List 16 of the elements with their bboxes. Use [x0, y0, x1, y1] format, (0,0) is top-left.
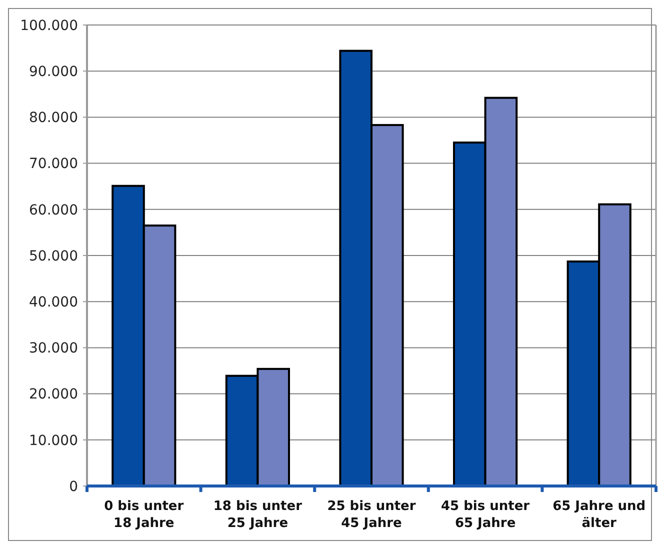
x-tick-label: 18 bis unter 25 Jahre [213, 499, 303, 531]
y-tick-label: 0 [69, 478, 78, 495]
y-tick-label: 10.000 [29, 432, 78, 449]
y-tick-label: 40.000 [29, 294, 78, 310]
y-tick-label: 20.000 [29, 386, 78, 403]
x-tick-label: 25 bis unter 45 Jahre [327, 499, 416, 531]
x-tick-label: 45 bis unter 65 Jahre [440, 499, 530, 531]
y-tick-label: 90.000 [29, 64, 78, 80]
y-tick-label: 50.000 [29, 248, 78, 264]
y-tick-label: 60.000 [29, 202, 78, 218]
y-tick-label: 80.000 [29, 110, 78, 126]
y-tick-label: 70.000 [29, 156, 78, 172]
y-tick-label: 100.000 [20, 18, 78, 34]
x-tick-label: 0 bis unter 18 Jahre [104, 499, 184, 531]
y-tick-label: 30.000 [29, 340, 78, 357]
x-tick-label: 65 Jahre und älter [552, 499, 646, 531]
